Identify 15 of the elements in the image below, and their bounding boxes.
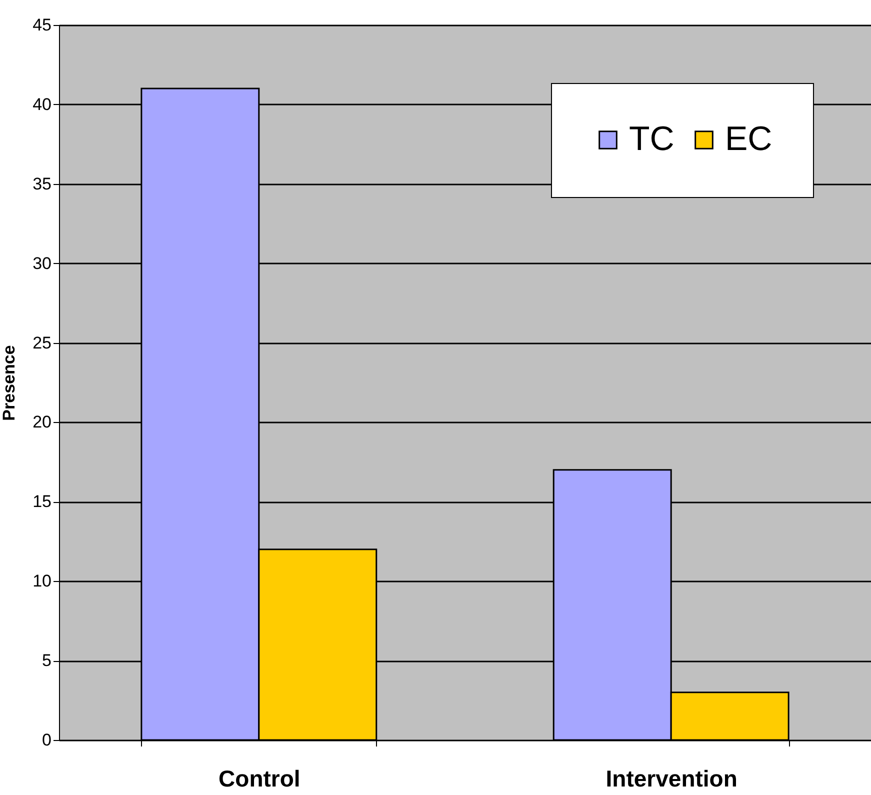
y-tick-label: 30 bbox=[32, 254, 52, 273]
legend-label: TC bbox=[629, 120, 674, 158]
y-tick-label: 45 bbox=[32, 16, 52, 34]
y-tick-label: 0 bbox=[42, 730, 52, 750]
y-tick-label: 20 bbox=[32, 412, 52, 432]
legend-label: EC bbox=[725, 120, 772, 158]
y-tick-label: 15 bbox=[32, 492, 52, 512]
y-tick-label: 35 bbox=[32, 174, 52, 194]
y-tick-label: 40 bbox=[32, 94, 52, 114]
y-tick-label: 5 bbox=[42, 651, 52, 670]
x-tick-label: Intervention bbox=[606, 766, 738, 792]
y-axis-title: Presence bbox=[0, 345, 19, 421]
y-tick-label: 10 bbox=[32, 572, 52, 591]
y-tick-label: 25 bbox=[32, 333, 52, 352]
x-tick-label: Control bbox=[218, 766, 300, 792]
